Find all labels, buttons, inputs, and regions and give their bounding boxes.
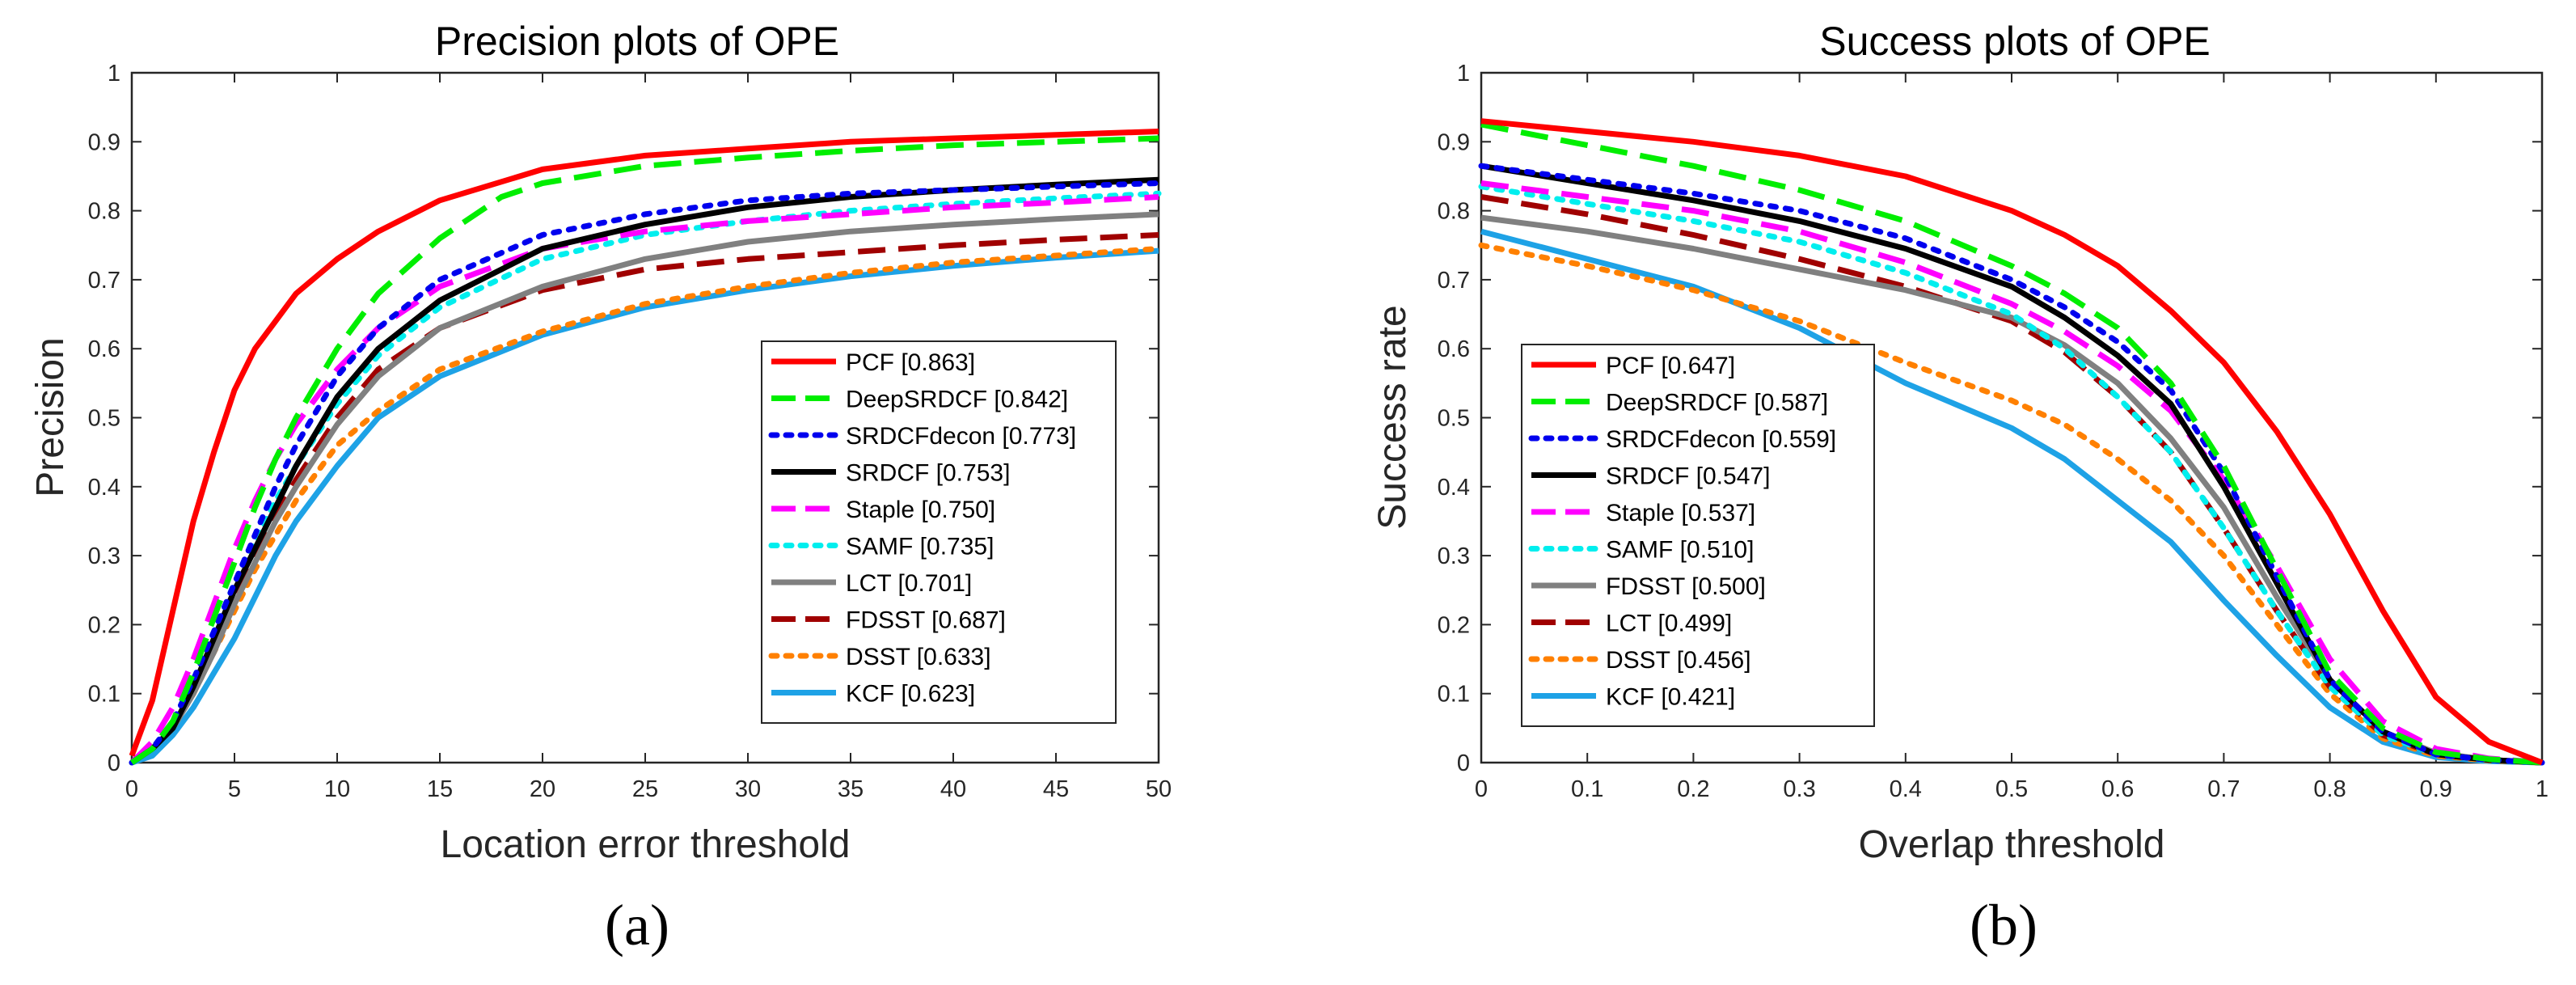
y-axis-label: Precision bbox=[29, 337, 72, 497]
y-tick-label: 0.1 bbox=[1438, 682, 1470, 708]
x-tick-label: 1 bbox=[2536, 776, 2549, 802]
y-tick-label: 1 bbox=[1457, 61, 1470, 87]
series-line-deepsrdcf bbox=[1480, 121, 2543, 766]
chart-precision: Precision plots of OPE 0 5 10 15 20 25 30 35 40 4… bbox=[29, 19, 1172, 958]
chart-success: Success plots of OPE 0 0.1 0.2 0.3 0.4 0.5 0.6… bbox=[1371, 19, 2549, 958]
legend-label: FDSST [0.500] bbox=[1606, 573, 1766, 600]
y-ticks: 0 0.1 0.2 0.3 0.4 0.5 0.6 0.7 0.8 0.9 1 bbox=[88, 61, 1159, 776]
y-tick-label: 0 bbox=[1457, 750, 1470, 776]
x-tick-label: 0.2 bbox=[1677, 776, 1709, 802]
x-tick-label: 0.4 bbox=[1890, 776, 1922, 802]
x-tick-label: 25 bbox=[632, 776, 658, 802]
y-tick-label: 0 bbox=[108, 750, 120, 776]
series-lines bbox=[129, 129, 1162, 766]
legend-label: LCT [0.701] bbox=[846, 570, 972, 597]
legend-label: SRDCFdecon [0.773] bbox=[846, 423, 1076, 450]
series-lines bbox=[1478, 118, 2545, 766]
y-ticks: 0 0.1 0.2 0.3 0.4 0.5 0.6 0.7 0.8 0.9 1 bbox=[1438, 61, 2542, 776]
x-axis-label: Location error threshold bbox=[441, 823, 851, 866]
x-tick-label: 10 bbox=[324, 776, 350, 802]
y-tick-label: 0.4 bbox=[88, 475, 120, 501]
legend-label: KCF [0.421] bbox=[1606, 684, 1735, 711]
x-tick-label: 30 bbox=[735, 776, 761, 802]
series-line-lct bbox=[130, 211, 1159, 765]
y-tick-label: 0.2 bbox=[88, 612, 120, 638]
y-tick-label: 0.3 bbox=[1438, 543, 1470, 569]
legend-label: KCF [0.623] bbox=[846, 681, 975, 708]
y-tick-label: 0.1 bbox=[88, 682, 120, 708]
x-tick-label: 15 bbox=[427, 776, 453, 802]
legend-label: SRDCFdecon [0.559] bbox=[1606, 426, 1836, 453]
x-tick-label: 0.7 bbox=[2207, 776, 2240, 802]
series-line-kcf bbox=[130, 247, 1159, 766]
y-tick-label: 0.2 bbox=[1438, 612, 1470, 638]
y-tick-label: 0.6 bbox=[88, 336, 120, 362]
y-tick-label: 0.5 bbox=[1438, 406, 1470, 432]
legend-label: DeepSRDCF [0.587] bbox=[1606, 390, 1828, 416]
panel-label: (a) bbox=[605, 893, 669, 958]
x-tick-label: 0.5 bbox=[1995, 776, 2028, 802]
y-tick-label: 0.6 bbox=[1438, 336, 1470, 362]
x-tick-label: 45 bbox=[1043, 776, 1069, 802]
series-line-srdcf bbox=[130, 176, 1159, 765]
y-tick-label: 0.8 bbox=[88, 199, 120, 225]
legend-box bbox=[761, 340, 1117, 724]
x-tick-label: 0.6 bbox=[2101, 776, 2134, 802]
y-tick-label: 0.4 bbox=[1438, 475, 1470, 501]
legend-label: DSST [0.633] bbox=[846, 644, 991, 670]
x-tick-label: 0.3 bbox=[1783, 776, 1815, 802]
x-tick-label: 35 bbox=[838, 776, 864, 802]
chart-title: Success plots of OPE bbox=[1819, 19, 2211, 64]
legend-label: SAMF [0.510] bbox=[1606, 537, 1754, 564]
y-tick-label: 0.7 bbox=[88, 268, 120, 294]
legend-label: SAMF [0.735] bbox=[846, 534, 994, 560]
y-tick-label: 0.5 bbox=[88, 406, 120, 432]
legend-label: Staple [0.537] bbox=[1606, 500, 1755, 526]
legend-label: DSST [0.456] bbox=[1606, 647, 1751, 674]
x-axis-label: Overlap threshold bbox=[1859, 823, 2165, 866]
y-tick-label: 0.9 bbox=[1438, 129, 1470, 155]
chart-title: Precision plots of OPE bbox=[435, 19, 839, 64]
x-tick-label: 0.8 bbox=[2313, 776, 2346, 802]
x-tick-label: 0.1 bbox=[1571, 776, 1603, 802]
x-ticks: 0 5 10 15 20 25 30 35 40 45 50 bbox=[125, 73, 1172, 802]
legend-label: PCF [0.647] bbox=[1606, 353, 1735, 379]
legend-label: LCT [0.499] bbox=[1606, 611, 1732, 637]
y-tick-label: 0.3 bbox=[88, 543, 120, 569]
y-axis-label: Success rate bbox=[1371, 305, 1414, 529]
x-tick-label: 40 bbox=[940, 776, 966, 802]
legend-label: SRDCF [0.547] bbox=[1606, 463, 1770, 490]
y-tick-label: 1 bbox=[108, 61, 120, 87]
x-tick-label: 0.9 bbox=[2420, 776, 2452, 802]
x-tick-label: 0 bbox=[1475, 776, 1488, 802]
y-tick-label: 0.9 bbox=[88, 129, 120, 155]
legend-label: Staple [0.750] bbox=[846, 497, 995, 523]
legend: PCF [0.647] DeepSRDCF [0.587] SRDCFdecon [… bbox=[1521, 344, 1875, 727]
y-tick-label: 0.8 bbox=[1438, 199, 1470, 225]
legend: PCF [0.863] DeepSRDCF [0.842] SRDCFdecon [… bbox=[761, 340, 1117, 724]
legend-box bbox=[1521, 344, 1875, 727]
series-line-pcf bbox=[1480, 118, 2544, 766]
legend-label: DeepSRDCF [0.842] bbox=[846, 387, 1068, 413]
legend-label: PCF [0.863] bbox=[846, 349, 975, 376]
x-tick-label: 50 bbox=[1146, 776, 1172, 802]
x-tick-label: 0 bbox=[125, 776, 138, 802]
series-line-deepsrdcf bbox=[130, 135, 1159, 765]
legend-label: FDSST [0.687] bbox=[846, 607, 1006, 634]
series-line-staple bbox=[1480, 180, 2543, 766]
x-tick-label: 5 bbox=[228, 776, 241, 802]
series-line-pcf bbox=[129, 129, 1159, 757]
y-tick-label: 0.7 bbox=[1438, 268, 1470, 294]
panel-label: (b) bbox=[1970, 893, 2038, 958]
series-line-staple bbox=[129, 194, 1159, 765]
x-tick-label: 20 bbox=[530, 776, 555, 802]
legend-label: SRDCF [0.753] bbox=[846, 460, 1010, 487]
